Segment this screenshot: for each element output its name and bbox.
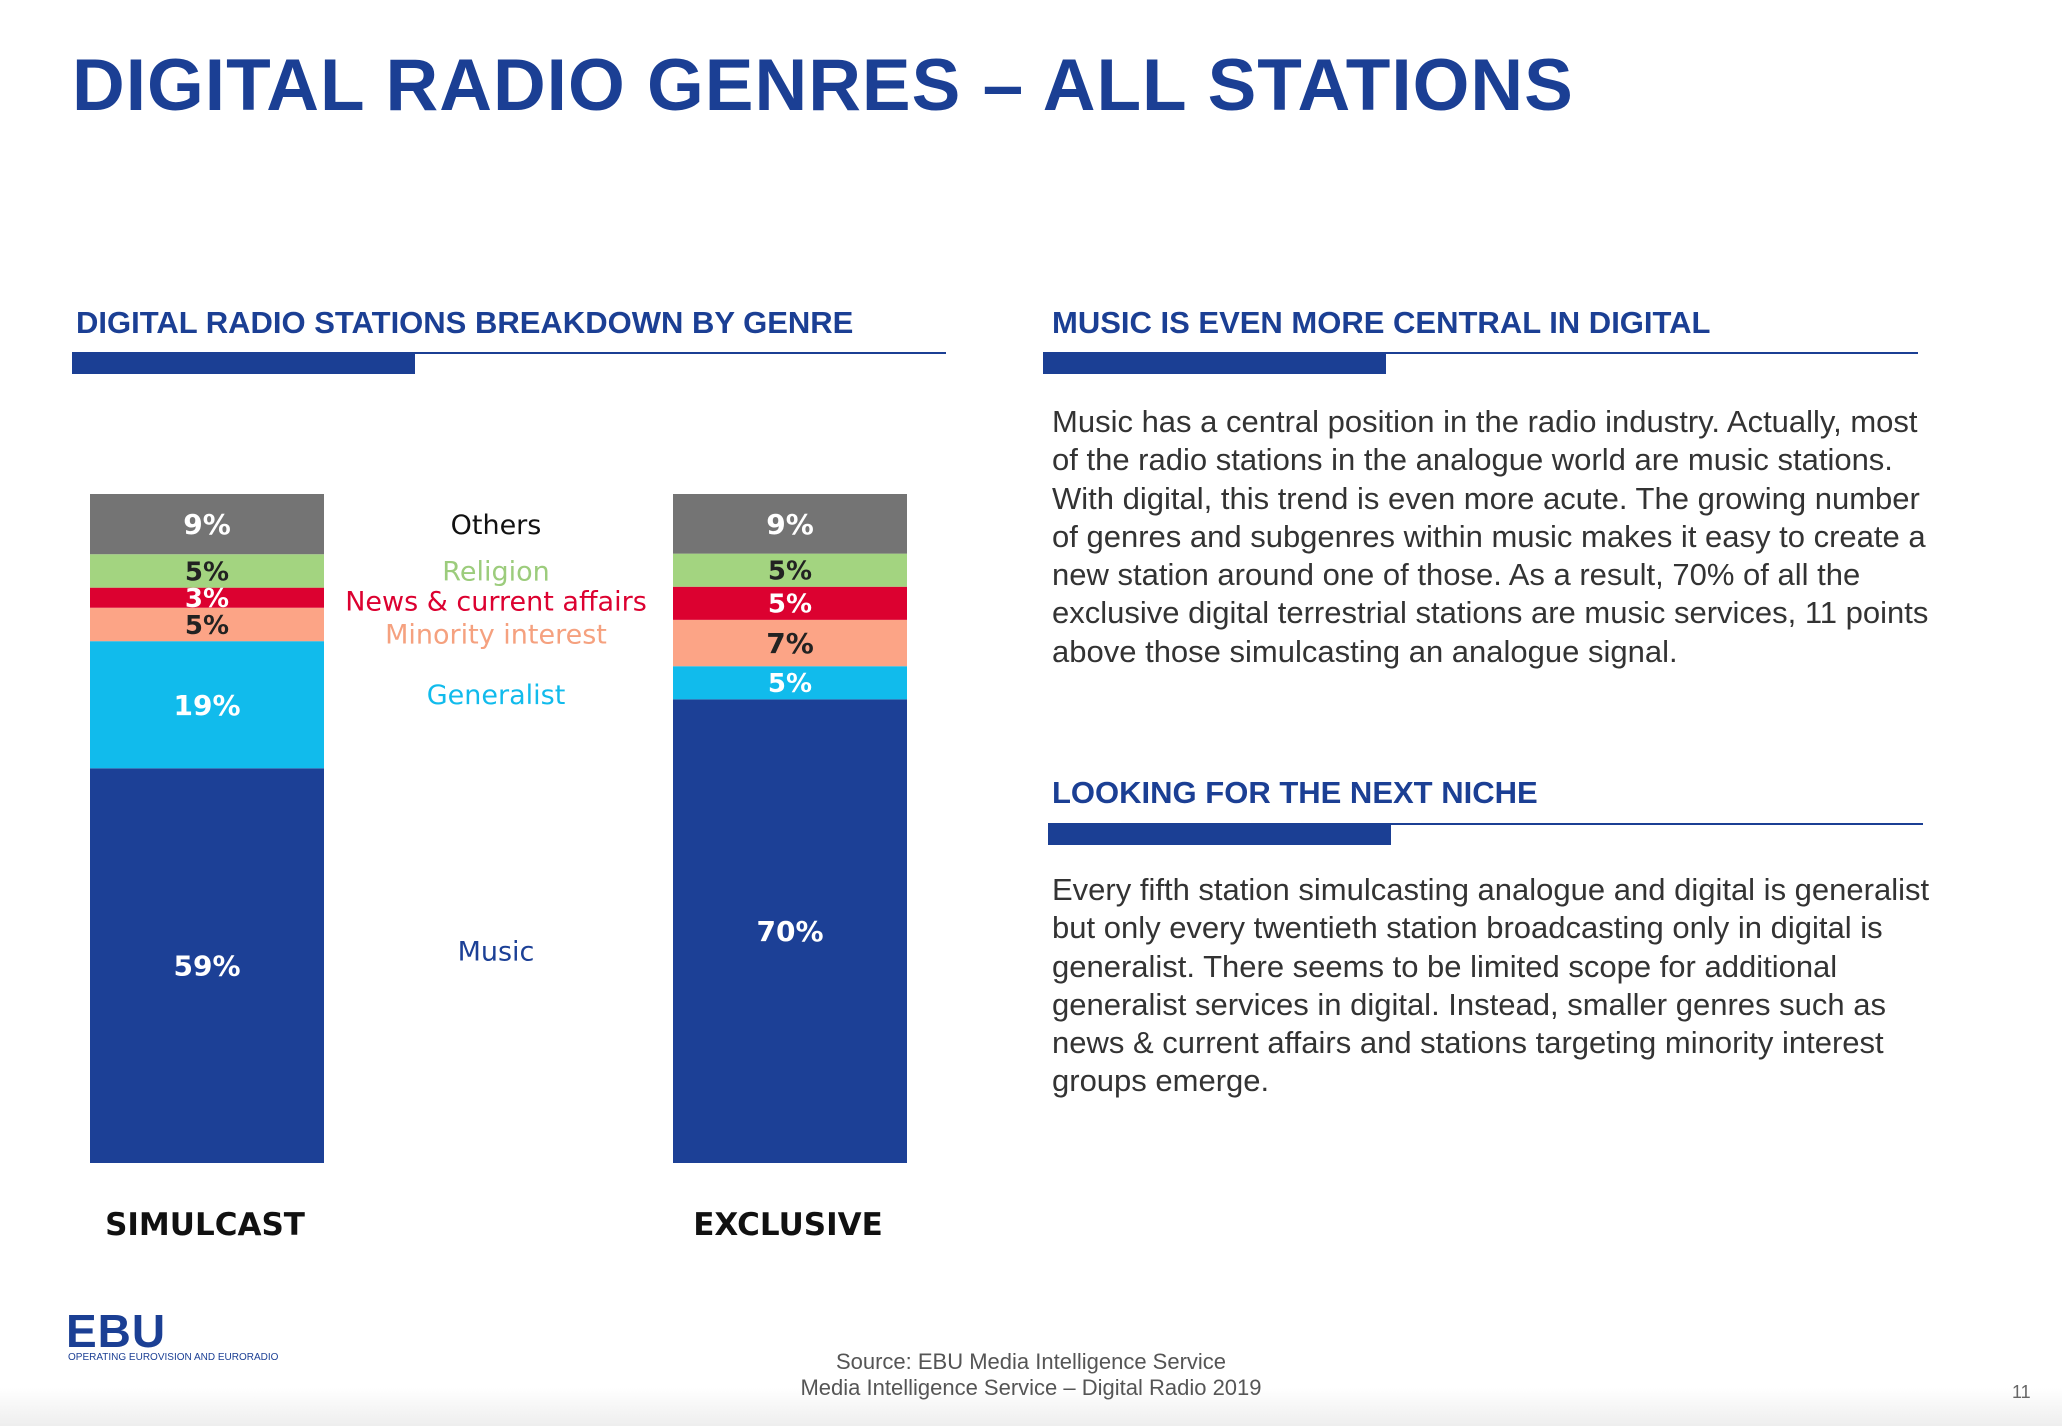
music-section-text: Music has a central position in the radi… [1052,404,1929,669]
page-title: DIGITAL RADIO GENRES – ALL STATIONS [72,45,1574,126]
legend-label-minority-interest: Minority interest [385,620,607,651]
data-label-simulcast-generalist: 19% [173,689,240,722]
music-heading-rule [1043,352,1918,354]
bar-segment-exclusive-music [673,699,907,1163]
bar-segment-exclusive-others [673,494,907,554]
chart-heading-rule [72,352,946,354]
music-heading-accent-bar [1043,354,1386,374]
data-label-exclusive-minority-interest: 7% [766,627,814,660]
category-label-simulcast: SIMULCAST [105,1207,305,1243]
bar-segment-simulcast-others [90,494,324,555]
bar-segment-exclusive-minority-interest [673,619,907,667]
bar-segment-simulcast-minority-interest [90,607,324,642]
bar-segment-simulcast-generalist [90,641,324,769]
data-label-simulcast-music: 59% [173,950,240,983]
data-label-exclusive-generalist: 5% [768,669,812,699]
bar-segment-exclusive-religion [673,553,907,587]
footer-bar [0,1388,2062,1426]
ebu-logo-tagline: OPERATING EUROVISION AND EURORADIO [68,1352,279,1363]
page-number: 11 [2012,1382,2031,1402]
niche-heading-accent-bar [1048,825,1391,845]
data-label-exclusive-religion: 5% [768,557,812,587]
category-label-exclusive: EXCLUSIVE [693,1207,883,1243]
bar-segment-exclusive-news-current-affairs [673,586,907,620]
niche-heading-rule [1048,823,1923,825]
bar-segment-simulcast-religion [90,554,324,588]
bars-layer [90,494,907,1163]
source-line-2: Media Intelligence Service – Digital Rad… [800,1375,1262,1400]
data-label-simulcast-news-current-affairs: 3% [185,584,229,614]
niche-section-text: Every fifth station simulcasting analogu… [1052,872,1930,1099]
legend-label-music: Music [458,937,535,968]
niche-section-heading: LOOKING FOR THE NEXT NICHE [1052,775,1538,810]
legend-label-others: Others [451,510,542,541]
data-label-exclusive-music: 70% [756,915,823,948]
chart-heading-accent-bar [72,354,415,374]
data-label-exclusive-news-current-affairs: 5% [768,590,812,620]
legend-label-religion: Religion [442,557,549,588]
chart-section-heading: DIGITAL RADIO STATIONS BREAKDOWN BY GENR… [76,305,854,340]
bar-segment-simulcast-news-current-affairs [90,587,324,608]
data-label-simulcast-religion: 5% [185,557,229,587]
data-label-simulcast-others: 9% [183,508,231,541]
legend-label-generalist: Generalist [427,680,566,711]
legend-label-news-current-affairs: News & current affairs [345,587,647,618]
source-line-1: Source: EBU Media Intelligence Service [835,1349,1227,1374]
labels-layer: 59%19%5%3%5%9%70%5%7%5%5%9% [173,508,823,983]
bar-segment-exclusive-generalist [673,666,907,700]
category-labels-layer: SIMULCAST EXCLUSIVE [105,1207,883,1243]
music-section-heading: MUSIC IS EVEN MORE CENTRAL IN DIGITAL [1052,305,1711,340]
bar-segment-simulcast-music [90,768,324,1163]
data-label-exclusive-others: 9% [766,508,814,541]
ebu-logo: EBU [66,1305,167,1357]
stacked-bar-chart: 59%19%5%3%5%9%70%5%7%5%5%9% MusicGeneral… [90,494,907,1243]
data-label-simulcast-minority-interest: 5% [185,611,229,641]
